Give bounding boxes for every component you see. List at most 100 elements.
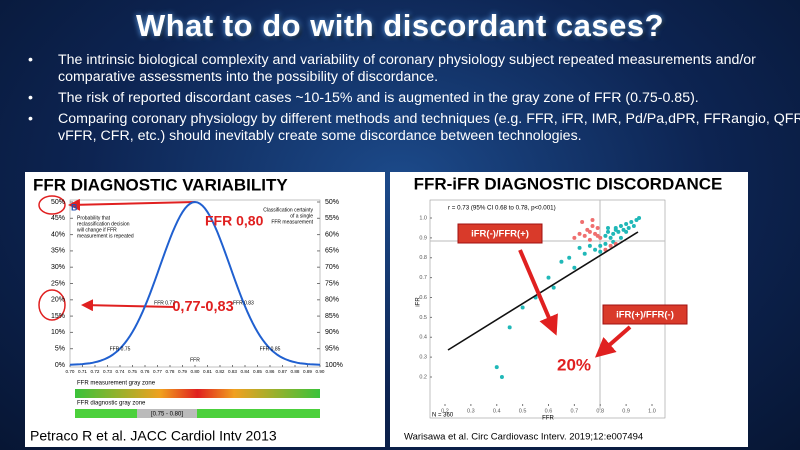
scatter-point: [611, 231, 616, 236]
axis-title: iFR: [416, 297, 422, 307]
scatter-point: [603, 233, 608, 238]
x-tick-label: 0.73: [103, 369, 112, 374]
arrow: [594, 325, 632, 358]
stat-label: r = 0.73 (95% CI 0.68 to 0.78, p<0.001): [448, 205, 556, 212]
marker-label: FFR 0.75: [110, 346, 131, 352]
note: will change if FFR: [77, 227, 117, 233]
panel-title: FFR DIAGNOSTIC VARIABILITY: [33, 175, 288, 194]
regression-line: [447, 231, 639, 351]
scatter-point: [608, 243, 613, 248]
y2-tick-label: 50%: [325, 199, 339, 206]
scatter-point: [606, 225, 611, 230]
bullet-list: The intrinsic biological complexity and …: [28, 52, 800, 149]
right-panel: FFR-iFR DIAGNOSTIC DISCORDANCE iFR(-)/FF…: [390, 172, 748, 447]
bar-label: FFR diagnostic gray zone: [77, 401, 146, 407]
scatter-point: [587, 229, 592, 234]
scatter-point: [580, 219, 585, 224]
bar-label: FFR measurement gray zone: [77, 381, 156, 387]
y-tick-label: 0.2: [419, 374, 427, 380]
scatter-point: [572, 235, 577, 240]
x-tick-label: 0.5: [519, 408, 527, 414]
y-tick-label: 0.8: [419, 255, 427, 261]
y2-tick-label: 90%: [325, 329, 339, 336]
left-panel: FFR DIAGNOSTIC VARIABILITY 0% 5% 10% 15% 20%…: [25, 172, 385, 447]
scatter-point: [499, 375, 504, 379]
y-tick-label: 10%: [51, 329, 65, 336]
scatter-point: [595, 225, 600, 230]
y-tick-label: 0.5: [419, 315, 427, 321]
citation: Petraco R et al. JACC Cardiol Intv 2013: [30, 428, 277, 444]
x-tick-label: 0.85: [253, 369, 262, 374]
highlight-circle: [38, 195, 66, 215]
peak-label: FFR 0,80: [205, 213, 264, 229]
scatter-point: [618, 235, 623, 240]
y2-tick-label: 80%: [325, 297, 339, 304]
x-tick-label: 0.6: [545, 408, 553, 414]
highlight-circle: [38, 289, 66, 321]
bell-curve: [69, 200, 321, 366]
x-tick-label: 0.79: [178, 369, 187, 374]
y-tick-label: 20%: [51, 297, 65, 304]
y2-tick-label: 95%: [325, 346, 339, 353]
y-tick-label: 15%: [51, 313, 65, 320]
scatter-point: [637, 216, 642, 220]
diagnostic-bar: [75, 409, 320, 418]
x-tick-label: 0.3: [467, 408, 475, 414]
note: Probability that: [77, 215, 111, 221]
label-box: [602, 304, 688, 325]
y-tick-label: 30%: [51, 264, 65, 271]
scatter-point: [577, 231, 582, 236]
scatter-point: [631, 223, 636, 228]
scatter-point: [582, 251, 587, 256]
x-tick-label: 0.84: [241, 369, 250, 374]
x-tick-label: 0.76: [141, 369, 150, 374]
bullet: Comparing coronary physiology by differe…: [28, 111, 800, 145]
x-tick-label: 0.75: [128, 369, 137, 374]
arrow: [518, 249, 558, 336]
scatter-point: [624, 221, 629, 226]
n-label: N = 360: [432, 413, 454, 419]
scatter-point: [590, 217, 595, 222]
x-tick-label: 0.83: [228, 369, 237, 374]
y-tick-label: 35%: [51, 248, 65, 255]
arrow: [68, 198, 196, 211]
scatter-point: [590, 223, 595, 228]
y2-tick-label: 70%: [325, 264, 339, 271]
note: reclassification decision: [77, 221, 130, 227]
scatter-point: [577, 245, 582, 250]
percent-label: 20%: [557, 355, 591, 374]
x-tick-label: 0.9: [622, 408, 630, 414]
scatter-point: [567, 255, 572, 260]
y-tick-label: 0.7: [419, 275, 427, 281]
box-label: iFR(-)/FFR(+): [471, 229, 529, 240]
panel-letter: B: [71, 202, 78, 212]
scatter-point: [551, 285, 556, 290]
x-tick-label: 0.2: [441, 408, 449, 414]
scatter-point: [587, 243, 592, 248]
y2-tick-label: 100%: [325, 362, 343, 369]
bar-range: [0.75 - 0.80]: [151, 412, 183, 418]
note: measurement is repeated: [77, 233, 134, 239]
y-tick-label: 1.0: [419, 215, 427, 221]
y-tick-label: 50%: [51, 199, 65, 206]
axis-title: FFR: [190, 357, 200, 363]
x-tick-label: 0.8: [596, 408, 604, 414]
scatter-point: [520, 305, 525, 310]
discordance-chart: FFR-iFR DIAGNOSTIC DISCORDANCE iFR(-)/FF…: [404, 174, 723, 442]
scatter-point: [606, 229, 611, 234]
y-tick-label: 0.9: [419, 235, 427, 241]
y-tick-label: 0.3: [419, 355, 427, 361]
scatter-point: [593, 247, 598, 252]
marker-label: FFR 0.83: [233, 300, 254, 306]
scatter-point: [507, 325, 512, 330]
x-tick-label: 0.89: [303, 369, 312, 374]
scatter-point: [546, 275, 551, 280]
panel-title: FFR-iFR DIAGNOSTIC DISCORDANCE: [414, 174, 723, 193]
marker-label: FFR 0.77: [154, 300, 175, 306]
x-tick-label: 0.78: [166, 369, 175, 374]
x-tick-label: 0.71: [78, 369, 87, 374]
scatter-point: [626, 225, 631, 230]
scatter-point: [624, 229, 629, 234]
scatter-point: [587, 237, 592, 242]
y2-tick-label: 60%: [325, 231, 339, 238]
